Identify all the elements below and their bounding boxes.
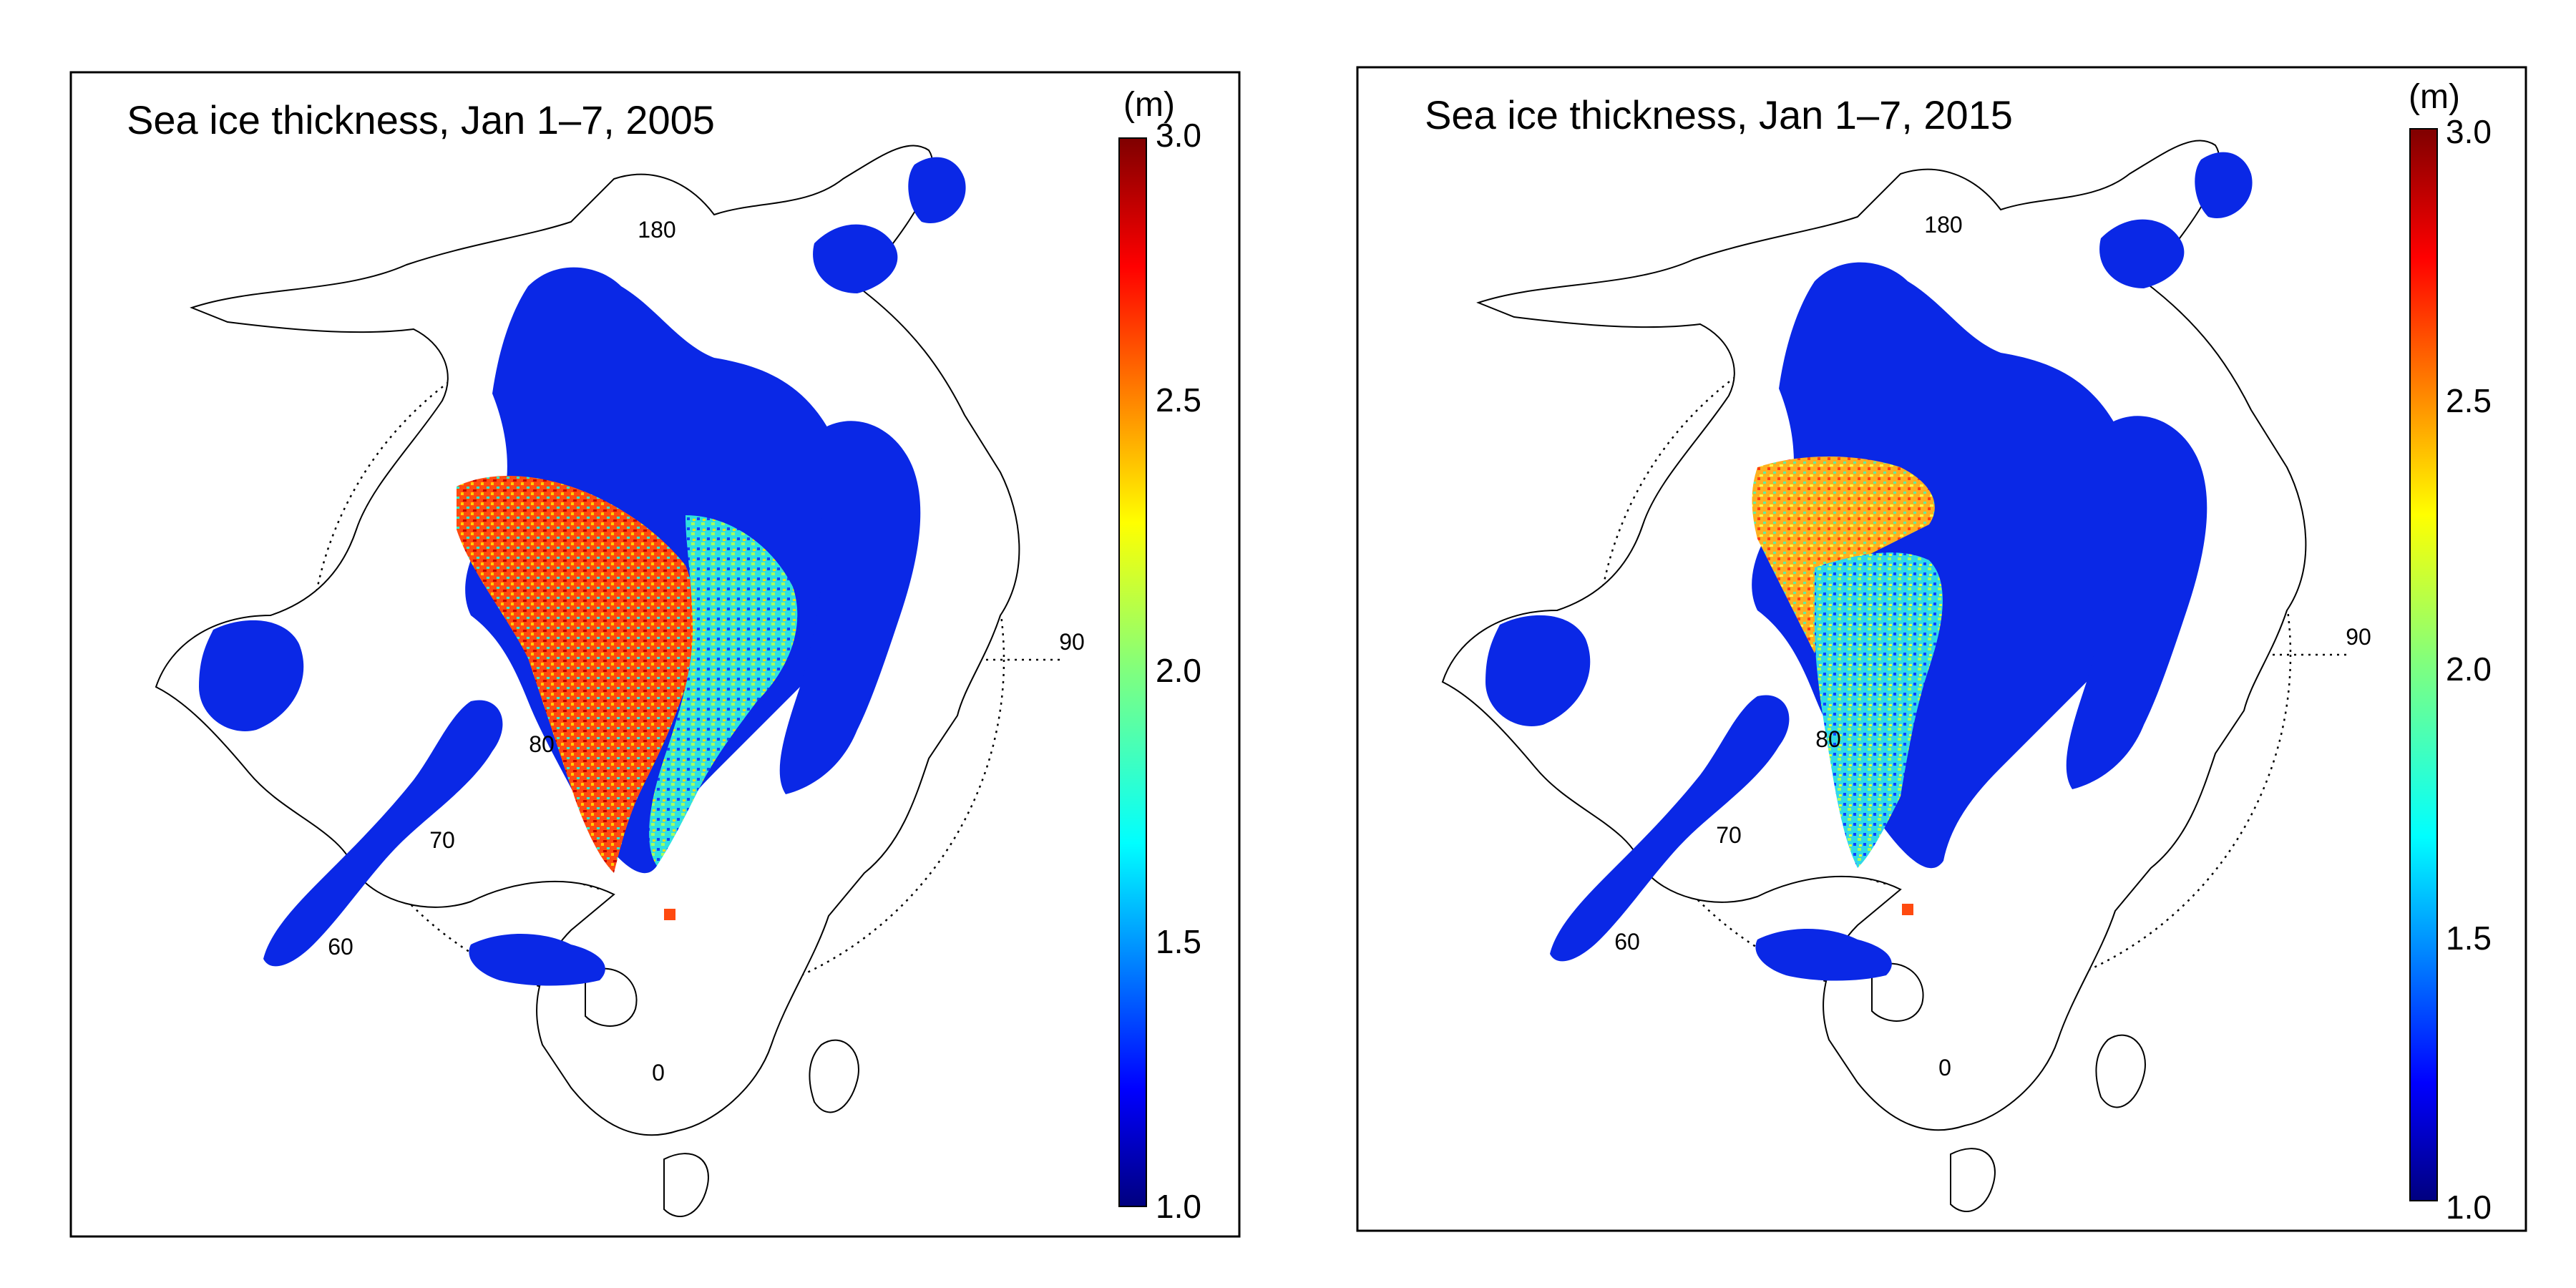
colorbar-tick-1.5: 1.5	[2446, 919, 2492, 957]
colorbar-unit: (m)	[1123, 86, 1175, 124]
lon-label-90: 90	[2346, 624, 2371, 650]
map-panel-2015: Sea ice thickness, Jan 1–7, 2015 180 90 …	[1356, 66, 2527, 1232]
map-2015: Sea ice thickness, Jan 1–7, 2015 180 90 …	[1356, 66, 2527, 1232]
colorbar: (m) 3.0 2.5 2.0 1.5 1.0	[2409, 78, 2492, 1226]
colorbar-tick-2.0: 2.0	[2446, 650, 2492, 688]
lat-label-80: 80	[529, 731, 555, 757]
map-title: Sea ice thickness, Jan 1–7, 2005	[127, 97, 715, 142]
colorbar-tick-2.5: 2.5	[1156, 381, 1201, 419]
lon-label-0: 0	[652, 1060, 665, 1085]
colorbar-gradient	[2409, 128, 2438, 1201]
lat-label-70: 70	[1716, 822, 1742, 848]
lat-label-80: 80	[1815, 726, 1841, 752]
lon-label-90: 90	[1059, 629, 1085, 655]
colorbar-tick-1.0: 1.0	[1156, 1188, 1201, 1225]
colorbar-unit: (m)	[2409, 78, 2460, 116]
lat-label-60: 60	[1614, 929, 1640, 955]
colorbar-tick-3.0: 3.0	[2446, 113, 2492, 150]
sea-ice-extent	[199, 157, 966, 986]
colorbar-tick-3.0: 3.0	[1156, 117, 1201, 154]
lon-label-180: 180	[638, 217, 675, 243]
lat-label-60: 60	[328, 934, 353, 960]
colorbar-tick-2.0: 2.0	[1156, 652, 1201, 689]
map-title: Sea ice thickness, Jan 1–7, 2015	[1425, 92, 2013, 137]
lon-label-0: 0	[1938, 1055, 1951, 1080]
map-panel-2005: Sea ice thickness, Jan 1–7, 2005 180 90 …	[69, 71, 1241, 1238]
colorbar-tick-2.5: 2.5	[2446, 382, 2492, 419]
lon-label-180: 180	[1924, 212, 1962, 238]
colorbar-tick-1.5: 1.5	[1156, 923, 1201, 960]
colorbar-gradient	[1118, 137, 1147, 1207]
lat-label-70: 70	[429, 827, 455, 853]
map-2005: Sea ice thickness, Jan 1–7, 2005 180 90 …	[69, 71, 1241, 1238]
sea-ice-extent	[1485, 152, 2253, 981]
colorbar-tick-1.0: 1.0	[2446, 1189, 2492, 1226]
colorbar: (m) 3.0 2.5 2.0 1.5 1.0	[1118, 86, 1201, 1225]
